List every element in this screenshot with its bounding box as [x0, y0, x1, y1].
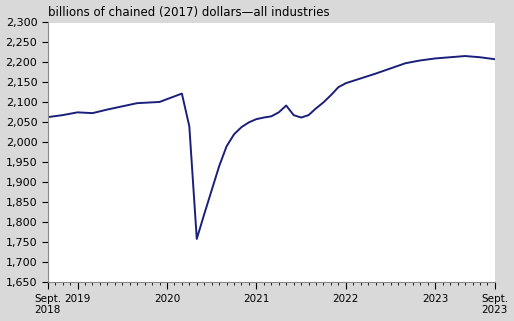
Text: billions of chained (2017) dollars—all industries: billions of chained (2017) dollars—all i… [48, 5, 329, 19]
